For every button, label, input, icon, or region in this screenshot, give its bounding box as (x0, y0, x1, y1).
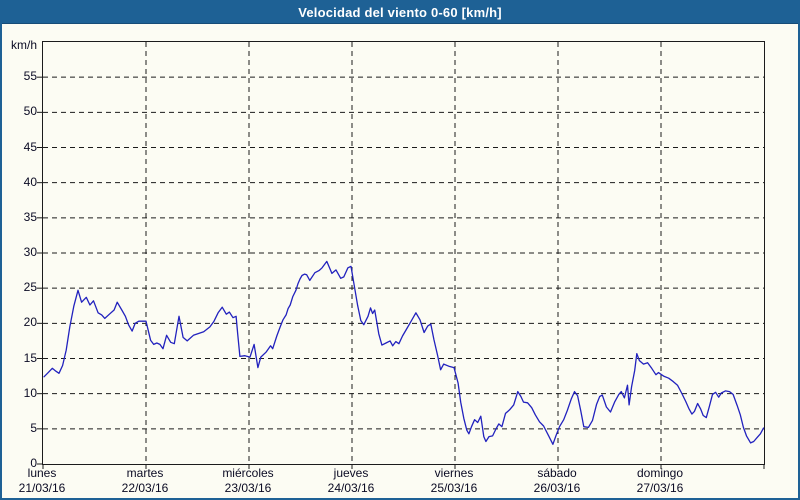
day-date: 23/03/16 (198, 481, 298, 496)
day-name: jueves (301, 466, 401, 481)
x-day-label-martes: martes22/03/16 (95, 466, 195, 496)
y-tick-label-40: 40 (2, 175, 37, 189)
chart-title: Velocidad del viento 0-60 [km/h] (298, 5, 502, 20)
y-tick-label-35: 35 (2, 210, 37, 224)
y-tick-label-20: 20 (2, 315, 37, 329)
gridlines (43, 42, 764, 464)
y-tick-label-45: 45 (2, 140, 37, 154)
day-name: sábado (507, 466, 607, 481)
window-titlebar: Velocidad del viento 0-60 [km/h] (2, 2, 798, 24)
x-day-label-lunes: lunes21/03/16 (0, 466, 92, 496)
day-name: miércoles (198, 466, 298, 481)
y-tick-label-50: 50 (2, 104, 37, 118)
day-name: lunes (0, 466, 92, 481)
y-tick-label-15: 15 (2, 351, 37, 365)
x-day-label-sábado: sábado26/03/16 (507, 466, 607, 496)
day-name: viernes (404, 466, 504, 481)
day-name: martes (95, 466, 195, 481)
day-date: 26/03/16 (507, 481, 607, 496)
day-date: 22/03/16 (95, 481, 195, 496)
x-day-label-viernes: viernes25/03/16 (404, 466, 504, 496)
y-tick-label-10: 10 (2, 386, 37, 400)
x-day-label-domingo: domingo27/03/16 (610, 466, 710, 496)
y-tick-label-30: 30 (2, 245, 37, 259)
y-tick-label-25: 25 (2, 280, 37, 294)
day-name: domingo (610, 466, 710, 481)
plot-area (42, 41, 765, 465)
day-date: 25/03/16 (404, 481, 504, 496)
x-day-label-miércoles: miércoles23/03/16 (198, 466, 298, 496)
wind-speed-chart (43, 42, 764, 464)
chart-window: Velocidad del viento 0-60 [km/h] km/h 05… (0, 0, 800, 500)
day-date: 21/03/16 (0, 481, 92, 496)
y-axis-unit-label: km/h (2, 38, 37, 52)
x-day-label-jueves: jueves24/03/16 (301, 466, 401, 496)
wind-speed-line (44, 261, 764, 444)
day-date: 27/03/16 (610, 481, 710, 496)
y-tick-label-55: 55 (2, 69, 37, 83)
day-date: 24/03/16 (301, 481, 401, 496)
y-tick-label-5: 5 (2, 421, 37, 435)
